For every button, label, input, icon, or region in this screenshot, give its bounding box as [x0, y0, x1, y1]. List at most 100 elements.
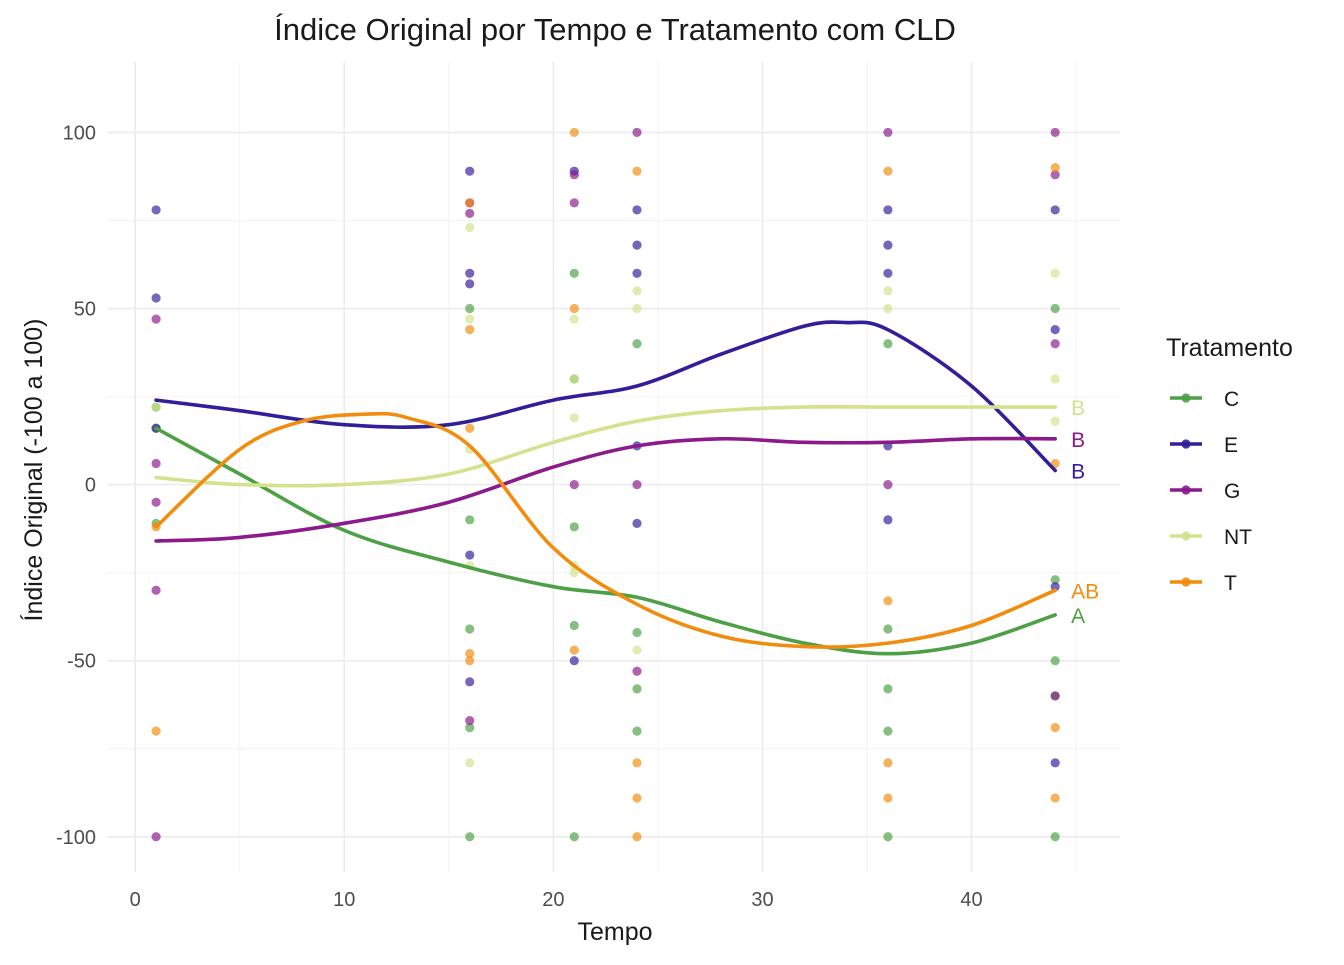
smooth-line-nt [154, 405, 1057, 488]
legend-item-e: E [1170, 434, 1238, 457]
data-point-nt [1050, 374, 1060, 384]
data-point-g [465, 208, 475, 219]
cld-label-nt: B [1071, 397, 1085, 420]
data-point-e [465, 166, 475, 176]
data-point-nt [883, 286, 893, 296]
x-tick-label: 0 [130, 889, 141, 911]
data-point-e [151, 205, 161, 215]
data-point-c [883, 684, 893, 694]
smooth-lines [154, 320, 1057, 656]
legend-item-nt: NT [1170, 526, 1252, 549]
data-point-g [569, 170, 579, 180]
y-tick-label: 100 [63, 122, 96, 144]
data-point-t [632, 166, 642, 176]
data-point-e [465, 268, 475, 278]
y-tick-label: 0 [85, 475, 96, 497]
data-point-c [883, 832, 893, 842]
data-point-t [569, 303, 579, 314]
data-point-t [883, 166, 893, 176]
data-point-e [883, 240, 893, 250]
legend-items: CEG NT T [1170, 388, 1252, 595]
data-point-nt [569, 374, 579, 384]
legend-key-point [1181, 531, 1191, 541]
data-point-g [151, 497, 161, 507]
legend-key-point [1181, 439, 1191, 449]
cld-label-e: B [1071, 461, 1085, 484]
data-point-t [465, 325, 475, 335]
data-point-c [569, 620, 579, 631]
smooth-line-e [154, 320, 1057, 473]
data-point-t [632, 793, 642, 803]
data-point-g [1050, 170, 1060, 180]
data-point-t [151, 726, 161, 736]
data-point-c [569, 522, 579, 532]
data-point-c [632, 684, 642, 694]
data-point-t [1050, 723, 1060, 733]
data-point-g [1050, 339, 1060, 349]
data-point-c [465, 303, 475, 314]
x-axis-label: Tempo [577, 918, 652, 946]
y-tick-label: -100 [56, 827, 96, 849]
data-point-nt [632, 645, 642, 655]
legend-item-c: C [1170, 388, 1239, 411]
smooth-line-g [154, 436, 1057, 543]
data-point-c [465, 832, 475, 842]
legend: Tratamento CEG NT T [1166, 334, 1293, 595]
data-point-e [632, 240, 642, 250]
data-point-g [151, 458, 161, 469]
legend-label: E [1224, 434, 1238, 457]
y-axis-label: Índice Original (-100 a 100) [19, 319, 48, 622]
data-point-nt [569, 413, 579, 423]
data-point-nt [1050, 268, 1060, 278]
data-point-c [1050, 656, 1060, 666]
y-tick-label: -50 [67, 651, 96, 673]
data-point-c [883, 726, 893, 736]
data-point-e [632, 205, 642, 215]
data-point-nt [883, 303, 893, 314]
x-tick-label: 40 [960, 889, 982, 911]
legend-key-point [1181, 485, 1191, 495]
data-point-t [465, 423, 475, 433]
data-point-c [883, 624, 893, 634]
legend-label: C [1224, 388, 1239, 411]
cld-label-t: AB [1071, 580, 1099, 603]
data-point-t [883, 758, 893, 768]
data-point-c [465, 723, 475, 733]
chart-title: Índice Original por Tempo e Tratamento c… [274, 12, 956, 47]
data-point-e [1050, 758, 1060, 768]
data-point-g [569, 480, 579, 490]
data-point-nt [465, 758, 475, 768]
data-point-t [632, 832, 642, 842]
data-point-t [883, 596, 893, 606]
data-point-g [151, 832, 161, 842]
data-point-nt [632, 286, 642, 296]
data-point-e [1050, 582, 1060, 592]
data-point-c [465, 515, 475, 525]
cld-label-c: A [1071, 605, 1085, 628]
data-point-c [569, 832, 579, 842]
data-point-e [465, 550, 475, 560]
data-point-g [569, 198, 579, 208]
x-axis-ticks: 0 10 20 30 40 [130, 889, 983, 911]
data-point-c [465, 624, 475, 634]
data-point-e [883, 268, 893, 278]
data-point-c [632, 627, 642, 638]
legend-item-g: G [1170, 480, 1240, 503]
data-point-t [1050, 163, 1060, 173]
data-point-t [883, 793, 893, 803]
data-point-t [1050, 793, 1060, 803]
legend-title: Tratamento [1166, 334, 1293, 362]
data-point-t [569, 127, 579, 138]
data-point-e [465, 677, 475, 687]
data-point-g [632, 127, 642, 138]
data-point-t [465, 198, 475, 208]
data-point-nt [151, 402, 161, 412]
y-axis-ticks: -100 -50 0 50 100 [56, 122, 96, 848]
data-point-nt [569, 568, 579, 578]
smooth-line-t [154, 411, 1057, 649]
data-point-e [883, 515, 893, 525]
data-point-c [569, 268, 579, 278]
data-point-g [1050, 127, 1060, 138]
